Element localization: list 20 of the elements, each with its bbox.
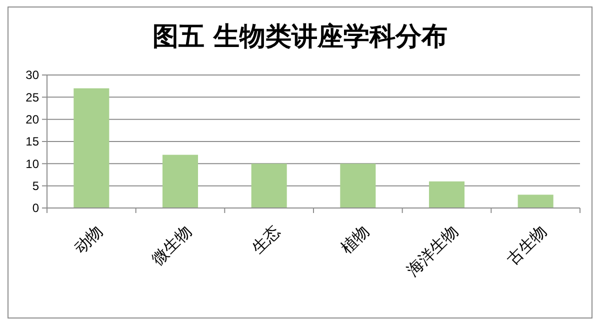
x-tick-label: 海洋生物 [404, 222, 462, 280]
y-tick-label: 25 [26, 90, 40, 104]
x-tick-label: 动物 [72, 222, 106, 258]
y-tick-label: 0 [32, 201, 40, 216]
bar [428, 181, 465, 208]
x-tick-label: 植物 [337, 222, 373, 258]
y-tick-label: 15 [26, 134, 40, 149]
x-tick-label: 微生物 [148, 222, 196, 269]
x-tick-label: 生态 [248, 222, 284, 258]
bar [518, 194, 554, 208]
bar [74, 88, 110, 208]
y-tick-label: 5 [32, 179, 40, 194]
bar [162, 154, 198, 208]
bar [251, 164, 287, 208]
y-tick-label: 20 [26, 112, 40, 127]
x-tick-label: 古生物 [504, 222, 550, 269]
chart-title: 图五 生物类讲座学科分布 [152, 22, 448, 52]
bar [340, 164, 376, 208]
y-tick-label: 30 [26, 68, 40, 82]
y-tick-label: 10 [26, 156, 40, 171]
